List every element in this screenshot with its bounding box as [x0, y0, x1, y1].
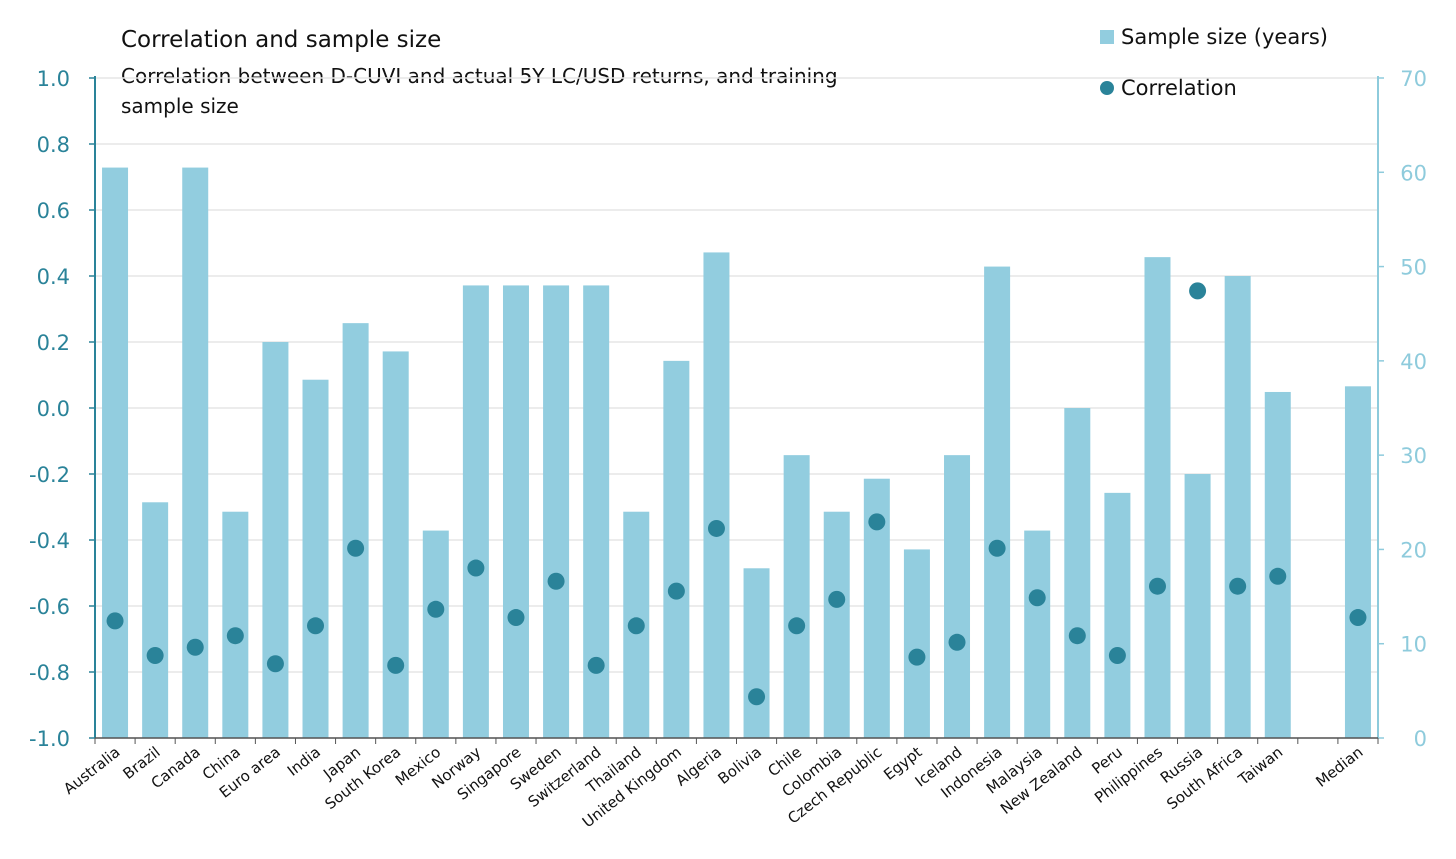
bar-sample-size [823, 511, 850, 738]
correlation-dot [1349, 609, 1367, 627]
bar-sample-size [1264, 391, 1291, 738]
correlation-dot [667, 582, 685, 600]
correlation-dot [1108, 647, 1126, 664]
correlation-dot [467, 559, 485, 577]
correlation-dot [1229, 577, 1247, 595]
bar-sample-size [502, 285, 529, 738]
bar-sample-size [984, 266, 1011, 738]
bar-sample-size [1144, 257, 1171, 738]
bar-sample-size [1104, 492, 1131, 738]
bar-sample-size [142, 502, 169, 738]
bar-sample-size [222, 511, 249, 738]
correlation-dot [948, 633, 966, 651]
correlation-dot [146, 647, 164, 664]
chart-title: Correlation and sample size [121, 27, 442, 53]
right-tick-label: 0 [1414, 727, 1427, 751]
bar-sample-size [462, 285, 489, 738]
left-tick-label: 1.0 [37, 67, 70, 91]
x-category-label: Median [1312, 743, 1366, 791]
correlation-dot [427, 600, 445, 618]
x-category-label: Australia [60, 743, 123, 798]
left-tick-label: 0.6 [37, 199, 70, 223]
chart-subtitle: Correlation between D-CUVI and actual 5Y… [121, 64, 838, 118]
bar-sample-size [743, 568, 770, 738]
left-tick-label: -1.0 [29, 727, 70, 751]
correlation-dot [868, 513, 886, 531]
bar-sample-size [302, 379, 329, 738]
bar-sample-size [783, 455, 810, 738]
correlation-dot [627, 617, 645, 635]
correlation-dot [1068, 627, 1086, 645]
bar-sample-size [1344, 386, 1371, 738]
correlation-dot [507, 609, 525, 627]
correlation-dot [707, 519, 725, 537]
correlation-dot [547, 572, 565, 590]
right-tick-label: 70 [1400, 67, 1427, 91]
right-tick-label: 50 [1400, 256, 1427, 280]
left-tick-label: 0.4 [37, 265, 70, 289]
right-tick-label: 20 [1400, 538, 1427, 562]
correlation-dot [226, 627, 244, 645]
left-tick-label: -0.2 [29, 463, 70, 487]
left-tick-label: -0.4 [29, 529, 70, 553]
legend-label-sample-size: Sample size (years) [1121, 25, 1328, 49]
correlation-dot [1148, 577, 1166, 595]
correlation-dot [307, 617, 325, 635]
bar-sample-size [703, 252, 730, 738]
legend-item-sample-size: Sample size (years) [1100, 25, 1328, 49]
left-tick-label: 0.8 [37, 133, 70, 157]
x-category-label: India [284, 743, 324, 780]
left-tick-label: -0.8 [29, 661, 70, 685]
left-tick-label: 0.0 [37, 397, 70, 421]
right-tick-label: 30 [1400, 444, 1427, 468]
correlation-dot [347, 539, 365, 557]
correlation-dot [788, 617, 806, 635]
bar-sample-size [262, 342, 289, 738]
bar-sample-size [1184, 474, 1211, 738]
correlation-dot [266, 655, 284, 673]
right-tick-label: 60 [1400, 161, 1427, 185]
correlation-dot [1189, 282, 1207, 300]
legend-bar-swatch [1100, 30, 1114, 44]
bar-sample-size [1024, 530, 1051, 738]
bar-sample-size [102, 167, 129, 739]
left-tick-label: 0.2 [37, 331, 70, 355]
correlation-dot [106, 612, 124, 630]
right-tick-label: 10 [1400, 633, 1427, 657]
right-tick-label: 40 [1400, 350, 1427, 374]
bar-sample-size [663, 360, 690, 738]
correlation-dot [387, 656, 405, 674]
bar-sample-size [422, 530, 449, 738]
correlation-dot [908, 648, 926, 666]
legend-dot-swatch [1100, 81, 1114, 95]
correlation-dot [186, 638, 204, 656]
legend-item-correlation: Correlation [1100, 76, 1237, 100]
correlation-dot [828, 590, 846, 608]
bar-sample-size [543, 285, 570, 738]
x-category-label: Algeria [672, 743, 725, 790]
x-category-label: Bolivia [714, 743, 765, 788]
legend-label-correlation: Correlation [1121, 76, 1237, 100]
bar-sample-size [944, 455, 971, 738]
bar-sample-size [382, 351, 409, 738]
correlation-dot [988, 539, 1006, 557]
correlation-dot [1028, 589, 1046, 607]
correlation-dot [1269, 567, 1287, 585]
x-category-label: Taiwan [1234, 743, 1286, 789]
bar-sample-size [1064, 408, 1091, 738]
bar-sample-size [342, 323, 369, 738]
bar-sample-size [903, 549, 930, 738]
correlation-dot [587, 656, 605, 674]
correlation-dot [748, 688, 766, 706]
left-tick-label: -0.6 [29, 595, 70, 619]
bar-sample-size [1224, 276, 1251, 738]
